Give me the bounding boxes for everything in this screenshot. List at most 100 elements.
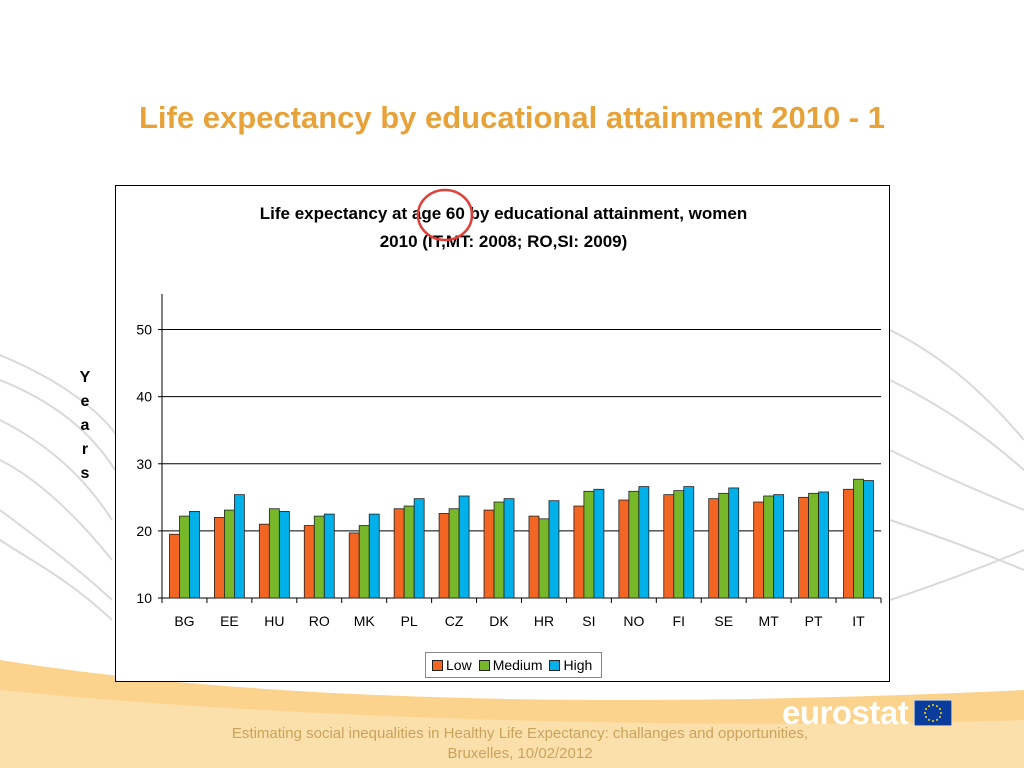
bar-low bbox=[483, 509, 495, 599]
x-tick-label: PT bbox=[805, 613, 823, 629]
bar-high bbox=[189, 511, 200, 599]
bar-low bbox=[573, 505, 585, 599]
eurostat-wordmark: eurostat bbox=[782, 694, 909, 731]
bar-medium bbox=[718, 492, 730, 599]
eu-flag-icon bbox=[914, 700, 953, 726]
bottom-band-light bbox=[0, 690, 1024, 768]
eu-star bbox=[939, 708, 942, 710]
bar-high bbox=[728, 487, 740, 599]
bar-medium bbox=[763, 495, 775, 599]
eurostat-logo: eurostat bbox=[782, 694, 953, 732]
x-tick-label: BG bbox=[174, 613, 194, 629]
legend-swatch-low bbox=[432, 659, 443, 671]
bar-low bbox=[663, 494, 675, 599]
y-tick-label: 20 bbox=[136, 523, 152, 539]
bar-medium bbox=[268, 508, 280, 599]
bar-high bbox=[323, 513, 335, 599]
bar-low bbox=[528, 515, 540, 599]
bar-high bbox=[593, 488, 605, 599]
eu-star bbox=[925, 716, 928, 718]
bar-medium bbox=[179, 515, 190, 599]
bar-medium bbox=[808, 492, 819, 599]
y-tick-label: 50 bbox=[136, 322, 152, 338]
eu-star bbox=[932, 720, 935, 722]
legend-item-high: High bbox=[549, 657, 592, 673]
legend-label-high: High bbox=[563, 657, 593, 673]
chart-title-line2: 2010 (IT,MT: 2008; RO,SI: 2009) bbox=[379, 232, 628, 251]
x-tick-label: SI bbox=[582, 613, 595, 629]
eu-star bbox=[940, 712, 943, 714]
x-tick-label: FI bbox=[673, 613, 685, 629]
footer-text: Estimating social inequalities in Health… bbox=[231, 725, 809, 762]
eu-star bbox=[928, 718, 931, 721]
eu-star bbox=[936, 718, 939, 721]
bar-medium bbox=[538, 518, 550, 599]
legend-swatch-high bbox=[549, 659, 561, 671]
bar-low bbox=[438, 513, 450, 599]
bar-low bbox=[214, 517, 225, 599]
bar-low bbox=[348, 532, 360, 599]
bar-high bbox=[773, 494, 785, 599]
x-tick-label: CZ bbox=[445, 613, 464, 629]
bar-low bbox=[843, 488, 854, 599]
eu-star bbox=[925, 708, 928, 710]
bar-high bbox=[683, 486, 695, 599]
bar-high bbox=[234, 494, 245, 599]
y-axis-label: Years bbox=[79, 369, 91, 482]
slide-title: Life expectancy by educational attainmen… bbox=[139, 100, 885, 135]
bar-high bbox=[278, 511, 290, 599]
x-tick-label: MK bbox=[354, 613, 376, 629]
bar-high bbox=[368, 513, 380, 599]
x-tick-label: RO bbox=[309, 613, 330, 629]
x-tick-label: HR bbox=[534, 613, 554, 629]
legend-label-low: Low bbox=[446, 657, 472, 673]
bar-low bbox=[708, 498, 720, 599]
x-tick-label: HU bbox=[264, 613, 284, 629]
y-tick-label: 10 bbox=[136, 590, 152, 606]
bar-medium bbox=[448, 508, 460, 599]
eu-star bbox=[939, 716, 942, 718]
eu-star bbox=[928, 705, 931, 708]
bar-medium bbox=[313, 515, 325, 599]
bar-high bbox=[413, 498, 425, 599]
x-tick-label: IT bbox=[852, 613, 865, 629]
x-tick-label: PL bbox=[401, 613, 418, 629]
legend-swatch-medium bbox=[478, 659, 490, 671]
eu-star bbox=[936, 705, 939, 708]
bar-low bbox=[393, 508, 405, 599]
eu-star bbox=[932, 704, 935, 706]
bar-low bbox=[753, 501, 765, 599]
bar-high bbox=[863, 480, 874, 599]
bar-high bbox=[548, 500, 560, 599]
bar-chart: 10 20 30 40 50 BG EE HU RO MK PL CZ DK HR SI NO FI SE MT PT… bbox=[136, 294, 882, 629]
chart-title-line1: Life expectancy at age 60 by educational… bbox=[259, 204, 748, 223]
bar-medium bbox=[224, 509, 235, 599]
bar-low bbox=[798, 496, 809, 599]
bar-medium bbox=[628, 490, 640, 599]
bar-low bbox=[618, 499, 630, 599]
chart-legend: Low Medium High bbox=[425, 652, 603, 678]
bar-low bbox=[303, 525, 315, 599]
x-tick-label: NO bbox=[623, 613, 644, 629]
bar-medium bbox=[853, 478, 864, 599]
bar-low bbox=[258, 523, 270, 599]
legend-label-medium: Medium bbox=[492, 657, 543, 673]
annotation-circle bbox=[416, 188, 474, 242]
x-tick-label: MT bbox=[759, 613, 780, 629]
bar-high bbox=[458, 495, 470, 599]
y-tick-label: 30 bbox=[136, 456, 152, 472]
bar-medium bbox=[673, 490, 685, 599]
x-tick-label: EE bbox=[220, 613, 239, 629]
y-tick-label: 40 bbox=[136, 389, 152, 405]
bar-medium bbox=[403, 505, 415, 599]
bar-high bbox=[818, 491, 829, 599]
chart-frame: 10 20 30 40 50 BG EE HU RO MK PL CZ DK HR SI NO FI SE MT PT… bbox=[115, 185, 890, 682]
legend-item-low: Low bbox=[432, 657, 472, 673]
bar-high bbox=[638, 486, 650, 599]
bar-medium bbox=[583, 490, 595, 599]
bar-medium bbox=[493, 501, 505, 599]
legend-item-medium: Medium bbox=[478, 657, 543, 673]
x-tick-label: SE bbox=[714, 613, 733, 629]
bar-high bbox=[503, 498, 515, 599]
